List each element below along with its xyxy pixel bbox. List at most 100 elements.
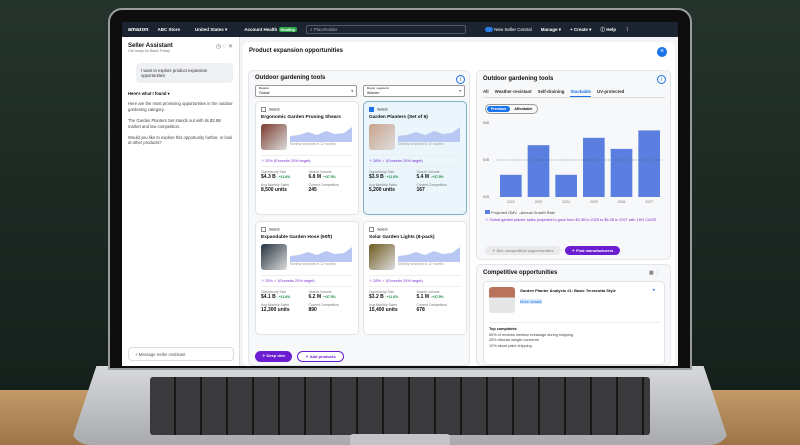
toggle-label: New Seller Central: [494, 26, 532, 32]
stat-opportunity: Opportunity Size $3.9 B ↑+11.6%: [369, 170, 414, 180]
region-select[interactable]: Region Global ▾: [255, 85, 357, 97]
sparkline-area: [398, 246, 460, 262]
checkbox[interactable]: [369, 227, 374, 232]
select-checkbox[interactable]: Select: [261, 107, 353, 112]
health-badge: Healthy: [278, 27, 297, 32]
country-selector[interactable]: United States ▾: [195, 26, 228, 32]
assistant-paragraph: The Garden Planters Set stands out with …: [128, 117, 221, 129]
stat-label: Opportunity Size: [261, 170, 287, 175]
stat-value: $4.1 B: [261, 294, 276, 301]
keyboard: [150, 377, 650, 435]
close-button[interactable]: ×: [657, 47, 667, 57]
select-checkbox[interactable]: Select: [261, 227, 353, 232]
info-icon[interactable]: i: [456, 75, 465, 84]
buyer-segment-select[interactable]: Buyer segment Women ▾: [363, 85, 465, 97]
product-name: Solar Garden Lights (8-pack): [369, 235, 435, 240]
manage-menu[interactable]: Manage ▾: [540, 26, 562, 32]
help-button[interactable]: ⓘ Help: [600, 27, 616, 33]
product-thumbnail: [261, 123, 287, 150]
stat-label: Avg Monthly Sales: [369, 303, 398, 308]
product-card[interactable]: Select Solar Garden Lights (8-pack) Mont…: [363, 221, 467, 335]
segment-label: Buyer segment: [367, 86, 389, 90]
growth-badge: ↑+37.5%: [430, 175, 444, 180]
find-manufacturers-button[interactable]: ✧ Find manufacturers: [564, 246, 621, 255]
message-input[interactable]: + Message Seller Assistant: [128, 347, 234, 361]
stat-label: Current Competitors: [416, 303, 448, 308]
stat-value: 15,400 units: [369, 307, 398, 314]
stat-value: 167: [416, 187, 425, 194]
product-stats: Opportunity Size $3.2 B ↑+11.6% Search Vo…: [369, 286, 461, 313]
account-health[interactable]: Account Health Healthy: [244, 27, 297, 32]
trackpad: [350, 434, 450, 445]
select-label: Select: [377, 227, 388, 232]
deep-dive-button[interactable]: ✧ Deep dive: [255, 351, 293, 362]
legend-gmv: Projected GMV: [491, 211, 517, 215]
stat-sales: Avg Monthly Sales 5,200 units: [369, 183, 414, 193]
y-tick-label: $6B: [483, 121, 490, 125]
growth-badge: ↑+11.6%: [385, 295, 399, 300]
star-icon[interactable]: ★: [652, 287, 656, 292]
stat-search: Search Volume 6.8 M ↑+37.5%: [309, 170, 354, 180]
amazon-logo[interactable]: amazon: [128, 26, 149, 33]
segment-premium[interactable]: Premium: [487, 106, 511, 112]
product-card[interactable]: Select Garden Planters (Set of 6) Monthl…: [363, 101, 467, 215]
x-tick-label: 2027: [645, 200, 653, 204]
message-placeholder: Message Seller Assistant: [138, 352, 186, 357]
growth-badge: ↑+37.5%: [322, 295, 336, 300]
tab-all[interactable]: All: [483, 89, 489, 94]
product-card[interactable]: Select Expandable Garden Hose (50ft) Mon…: [255, 221, 359, 335]
create-menu[interactable]: + Create ▾: [570, 26, 592, 32]
close-panel-icon[interactable]: ✕: [227, 44, 233, 50]
add-products-button[interactable]: ✧ Add products: [297, 351, 344, 362]
segment-affordable[interactable]: Affordable: [514, 107, 533, 111]
target-badge: ✧ 32% (Exceeds 20% target): [261, 154, 353, 164]
select-checkbox[interactable]: Select: [369, 107, 461, 112]
more-details-link[interactable]: More details: [520, 299, 542, 304]
search-trend-sparkline: Monthly searches in 12 months: [398, 244, 460, 266]
new-seller-central-toggle[interactable]: New Seller Central: [485, 26, 532, 33]
assistant-subtitle: Get ready for Black Friday: [128, 49, 170, 53]
x-tick-label: 2025: [590, 200, 598, 204]
sparkline-caption: Monthly searches in 12 months: [398, 261, 444, 266]
store-selector[interactable]: ABC Store: [157, 27, 180, 32]
product-thumbnail: [489, 287, 515, 313]
chart-insight: ✧ Global garden planter sales projected …: [485, 218, 658, 222]
stat-value: 8,500 units: [261, 187, 287, 194]
growth-badge: ↑+37.5%: [322, 175, 336, 180]
tab-self-draining[interactable]: Self-draining: [537, 89, 565, 94]
tab-stackable[interactable]: Stackable: [570, 89, 591, 97]
stat-label: Current Competitors: [416, 183, 448, 188]
legend-swatch: [485, 210, 490, 214]
x-tick-label: 2023: [535, 200, 543, 204]
stat-competitors: Current Competitors 167: [417, 183, 462, 193]
history-icon[interactable]: ◷: [215, 44, 222, 50]
product-card[interactable]: Select Ergonomic Garden Pruning Shears M…: [255, 101, 359, 215]
complaints-title: Top complaints: [489, 327, 517, 331]
tab-uv-protected[interactable]: UV-protected: [597, 89, 625, 94]
stat-opportunity: Opportunity Size $3.2 B ↑+11.6%: [369, 290, 414, 300]
found-toggle[interactable]: Here's what I found ▾: [128, 91, 170, 96]
assistant-paragraph: Would you like to explore this opportuni…: [128, 134, 233, 146]
checkbox[interactable]: [261, 227, 266, 232]
product-name: Garden Planters (Set of 6): [369, 115, 428, 120]
select-checkbox[interactable]: Select: [369, 227, 461, 232]
more-icon[interactable]: ⋮: [655, 270, 661, 276]
account-health-label: Account Health: [244, 27, 278, 32]
info-icon[interactable]: i: [657, 75, 666, 84]
search-input[interactable]: ⌕ Placeholder: [306, 25, 466, 34]
tab-weather-resistant[interactable]: Weather-resistant: [494, 89, 532, 94]
see-competitive-button[interactable]: ✧ See competitive opportunities: [485, 246, 561, 255]
competitive-panel: Competitive opportunities ▦ ⋮ Garden Pla…: [476, 264, 671, 366]
product-thumbnail: [369, 243, 395, 270]
user-message: I want to explore product expansion oppo…: [136, 63, 233, 83]
grid-icon[interactable]: ▦: [649, 270, 654, 276]
stat-search: Search Volume 5.4 M ↑+37.5%: [417, 170, 462, 180]
chat-icon[interactable]: ◌: [222, 44, 227, 50]
segment-value: Women: [367, 90, 380, 95]
select-label: Select: [377, 107, 388, 112]
checkbox[interactable]: [369, 107, 374, 112]
checkbox[interactable]: [261, 107, 266, 112]
x-tick-label: 2026: [618, 200, 626, 204]
target-badge: ✧ 25% ✓ (Exceeds 20% target): [261, 274, 353, 284]
more-icon[interactable]: ⋮: [624, 26, 630, 32]
